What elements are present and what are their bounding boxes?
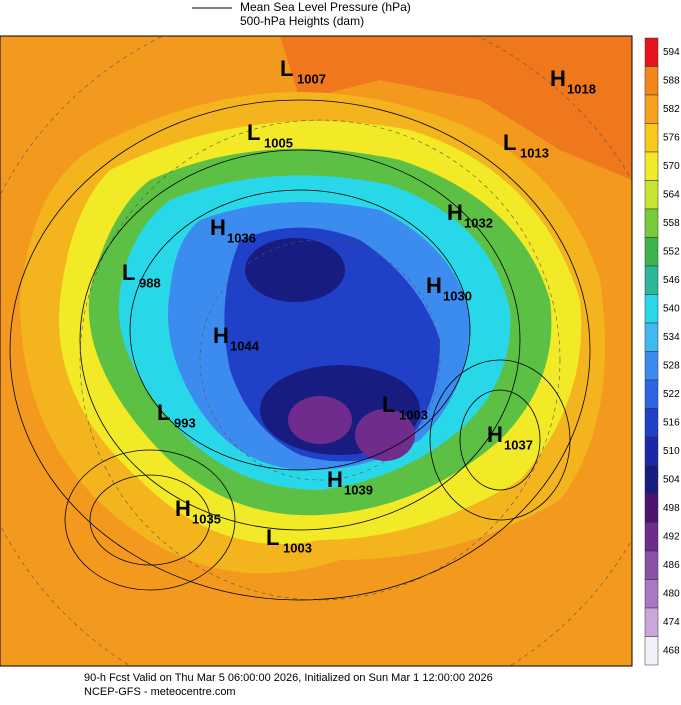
system-letter: H	[327, 467, 343, 492]
system-pressure: 1007	[297, 71, 326, 86]
system-pressure: 1032	[464, 215, 493, 230]
colorbar-label: 480	[663, 588, 680, 599]
system-pressure: 993	[174, 415, 196, 430]
colorbar-cell	[644, 465, 659, 495]
system-pressure: 1030	[443, 288, 472, 303]
system-pressure: 1044	[230, 338, 260, 353]
legend-fill-label: 500-hPa Heights (dam)	[240, 14, 364, 28]
colorbar-label: 474	[663, 617, 680, 628]
colorbar-cell	[644, 180, 659, 210]
colorbar-cell	[644, 151, 659, 181]
footer-line: 90-h Fcst Valid on Thu Mar 5 06:00:00 20…	[84, 672, 493, 684]
colorbar-label: 486	[663, 560, 680, 571]
colorbar-cell	[644, 436, 659, 466]
system-pressure: 1018	[567, 81, 596, 96]
colorbar-label: 468	[663, 645, 680, 656]
system-letter: H	[213, 323, 229, 348]
colorbar-cell	[644, 351, 659, 381]
colorbar-label: 528	[663, 360, 680, 371]
colorbar: 594 588 582 576 570 564 558 552 546 540 534 528 522 5…	[644, 37, 680, 666]
system-pressure: 1003	[283, 540, 312, 555]
colorbar-cell	[644, 265, 659, 295]
colorbar-cell	[644, 123, 659, 153]
colorbar-cell	[644, 94, 659, 124]
colorbar-cell	[644, 37, 659, 67]
colorbar-label: 504	[663, 474, 680, 485]
colorbar-cell	[644, 408, 659, 438]
colorbar-cell	[644, 522, 659, 552]
colorbar-cell	[644, 493, 659, 523]
system-letter: L	[266, 525, 279, 550]
system-letter: L	[503, 130, 516, 155]
colorbar-cell	[644, 294, 659, 324]
legend-line-label: Mean Sea Level Pressure (hPa)	[240, 0, 411, 14]
system-letter: H	[175, 496, 191, 521]
colorbar-label: 558	[663, 218, 680, 229]
system-pressure: 1039	[344, 482, 373, 497]
colorbar-label: 546	[663, 275, 680, 286]
system-letter: H	[426, 273, 442, 298]
colorbar-label: 510	[663, 446, 680, 457]
system-pressure: 1035	[192, 511, 221, 526]
colorbar-cell	[644, 208, 659, 238]
colorbar-cell	[644, 579, 659, 609]
footer-line: NCEP-GFS - meteocentre.com	[84, 686, 236, 698]
system-letter: H	[487, 422, 503, 447]
system-letter: H	[210, 215, 226, 240]
system-letter: L	[122, 260, 135, 285]
colorbar-label: 534	[663, 332, 680, 343]
system-letter: L	[280, 56, 293, 81]
colorbar-cell	[644, 636, 659, 666]
system-pressure: 1036	[227, 230, 256, 245]
colorbar-label: 582	[663, 104, 680, 115]
colorbar-label: 498	[663, 503, 680, 514]
colorbar-label: 594	[663, 47, 680, 58]
colorbar-label: 516	[663, 417, 680, 428]
system-letter: H	[447, 200, 463, 225]
colorbar-label: 552	[663, 246, 680, 257]
map-frame	[0, 35, 633, 667]
system-letter: L	[247, 120, 260, 145]
colorbar-cell	[644, 607, 659, 637]
system-pressure: 988	[139, 275, 161, 290]
system-letter: L	[382, 392, 395, 417]
colorbar-label: 576	[663, 132, 680, 143]
colorbar-cell	[644, 66, 659, 96]
colorbar-label: 540	[663, 303, 680, 314]
colorbar-label: 492	[663, 531, 680, 542]
system-letter: L	[157, 400, 170, 425]
colorbar-cell	[644, 322, 659, 352]
system-letter: H	[550, 66, 566, 91]
colorbar-cell	[644, 237, 659, 267]
system-pressure: 1005	[264, 135, 293, 150]
colorbar-label: 564	[663, 189, 680, 200]
colorbar-label: 570	[663, 161, 680, 172]
system-pressure: 1037	[504, 437, 533, 452]
colorbar-label: 522	[663, 389, 680, 400]
system-pressure: 1003	[399, 407, 428, 422]
colorbar-label: 588	[663, 75, 680, 86]
colorbar-cell	[644, 550, 659, 580]
colorbar-cell	[644, 379, 659, 409]
system-pressure: 1013	[520, 145, 549, 160]
